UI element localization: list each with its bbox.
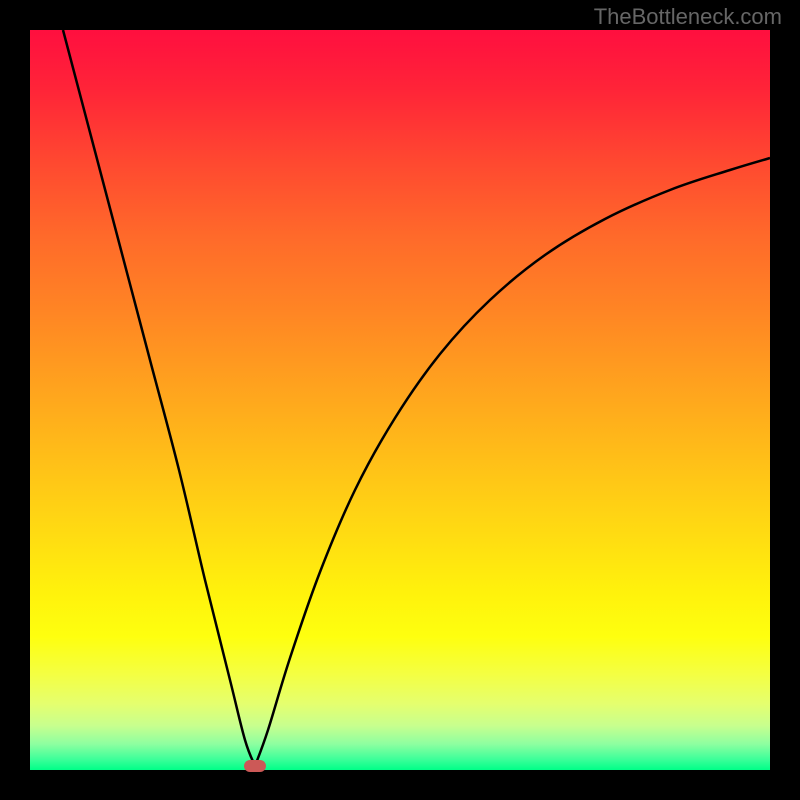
curve-left-branch [63, 30, 255, 766]
vertex-marker [244, 760, 266, 772]
bottleneck-curve [30, 30, 770, 770]
curve-right-branch [255, 158, 770, 766]
plot-area [30, 30, 770, 770]
watermark-text: TheBottleneck.com [594, 4, 782, 30]
